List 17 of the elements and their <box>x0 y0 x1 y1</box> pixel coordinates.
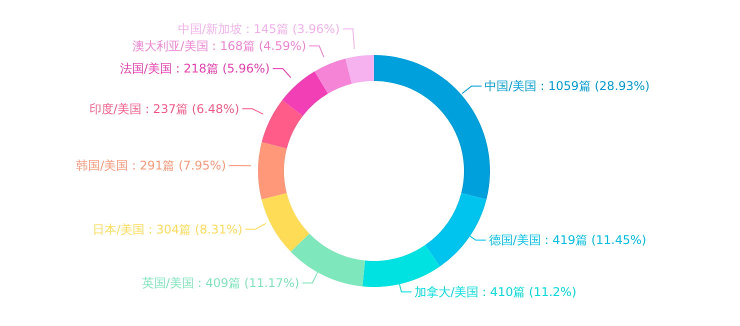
donut-slice <box>314 58 352 94</box>
slice-label: 中国/美国 : 1059篇 (28.93%) <box>484 79 650 94</box>
slice-label: 英国/美国 : 409篇 (11.17%) <box>142 276 300 290</box>
donut-slice <box>282 71 328 116</box>
donut-slice <box>262 193 310 252</box>
donut-slice <box>345 55 374 84</box>
slice-label: 德国/美国 : 419篇 (11.45%) <box>488 233 646 248</box>
slice-label: 澳大利亚/美国 : 168篇 (4.59%) <box>132 38 306 53</box>
slice-label: 中国/新加坡 : 145篇 (3.96%) <box>178 22 340 36</box>
slice-label: 法国/美国 : 218篇 (5.96%) <box>120 62 270 76</box>
donut-slice <box>425 193 486 266</box>
donut-slice <box>262 100 303 149</box>
slice-label: 日本/美国 : 304篇 (8.31%) <box>92 222 242 236</box>
slice-label: 加拿大/美国 : 410篇 (11.2%) <box>414 284 576 299</box>
slice-label: 韩国/美国 : 291篇 (7.95%) <box>76 158 226 173</box>
slice-label: 印度/美国 : 237篇 (6.48%) <box>89 102 240 116</box>
donut-slice <box>258 142 287 200</box>
